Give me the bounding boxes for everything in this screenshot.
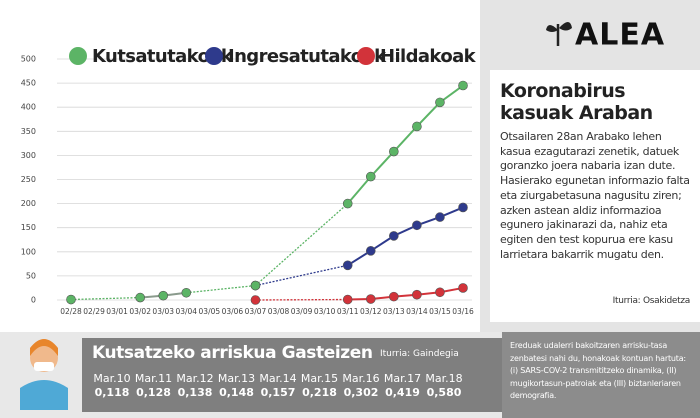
- data-point: [389, 231, 399, 241]
- x-tick-label: 03/05: [199, 307, 221, 316]
- x-tick-label: 03/06: [222, 307, 244, 316]
- legend-marker: [69, 47, 87, 65]
- data-point: [365, 171, 376, 182]
- legend-label: Ingresatutakoak: [228, 46, 387, 67]
- risk-date: Mar.16: [342, 372, 380, 385]
- data-point: [458, 80, 468, 91]
- risk-value: 0,118: [94, 386, 130, 399]
- data-point: [412, 121, 422, 132]
- y-tick-label: 0: [31, 296, 36, 305]
- data-point: [458, 283, 468, 293]
- data-point: [435, 287, 445, 298]
- risk-value: 0,580: [426, 386, 462, 399]
- series-line: [346, 84, 464, 205]
- x-tick-label: 03/11: [337, 307, 359, 316]
- risk-value: 0,138: [177, 386, 213, 399]
- sidebar-title: Koronabirus kasuak Araban: [500, 80, 653, 124]
- sidebar-source: Iturria: Osakidetza: [612, 296, 691, 306]
- x-tick-label: 03/04: [175, 307, 197, 316]
- risk-value: 0,157: [260, 386, 296, 399]
- risk-date: Mar.17: [383, 372, 422, 385]
- risk-date: Mar.14: [259, 372, 297, 385]
- y-tick-label: 200: [21, 199, 36, 208]
- x-tick-label: 02/29: [83, 307, 105, 316]
- x-tick-label: 03/16: [452, 307, 474, 316]
- y-tick-label: 350: [21, 127, 36, 136]
- y-tick-label: 250: [21, 175, 36, 184]
- y-tick-label: 500: [21, 55, 36, 64]
- data-point: [435, 97, 445, 108]
- data-point: [435, 212, 445, 222]
- data-point: [250, 295, 261, 305]
- risk-value: 0,148: [219, 386, 254, 399]
- risk-source: Iturria: Gaindegia: [380, 349, 459, 359]
- risk-value: 0,302: [343, 386, 379, 399]
- gap-connector: [255, 203, 349, 287]
- y-tick-label: 100: [21, 247, 36, 256]
- x-tick-label: 03/08: [268, 307, 290, 316]
- risk-value: 0,218: [302, 386, 337, 399]
- risk-value: 0,128: [136, 386, 171, 399]
- y-tick-label: 50: [26, 271, 36, 280]
- x-tick-label: 03/01: [106, 307, 128, 316]
- y-tick-label: 400: [21, 103, 36, 112]
- risk-date: Mar.13: [217, 372, 256, 385]
- data-point: [342, 260, 353, 271]
- series-line: [347, 206, 464, 267]
- logo: ALEA: [575, 18, 665, 53]
- note-box: [502, 332, 700, 418]
- y-tick-label: 150: [21, 223, 36, 232]
- risk-date: Mar.11: [134, 372, 173, 385]
- sidebar-body: Otsailaren 28an Arabako lehen kasua ezag…: [500, 130, 690, 261]
- x-tick-label: 03/15: [429, 307, 451, 316]
- data-point: [389, 291, 399, 302]
- risk-title: Kutsatzeko arriskua Gasteizen: [92, 343, 373, 363]
- x-tick-label: 03/10: [314, 307, 336, 316]
- data-point: [412, 220, 422, 231]
- legend-marker: [205, 47, 223, 65]
- data-point: [250, 280, 261, 291]
- x-tick-label: 03/09: [291, 307, 313, 316]
- x-tick-label: 02/28: [60, 307, 82, 316]
- data-point: [135, 292, 145, 303]
- data-point: [389, 146, 399, 157]
- x-tick-label: 03/12: [360, 307, 382, 316]
- x-tick-label: 03/02: [129, 307, 151, 316]
- data-point: [342, 198, 353, 209]
- risk-value: 0,419: [385, 386, 420, 399]
- legend-label: Hildakoak: [380, 46, 477, 67]
- gap-connector: [70, 296, 141, 301]
- y-tick-label: 300: [21, 151, 36, 160]
- data-point: [158, 290, 169, 301]
- data-point: [365, 246, 376, 256]
- x-tick-label: 03/13: [383, 307, 405, 316]
- series-line: [347, 286, 464, 301]
- risk-date: Mar.10: [93, 372, 131, 385]
- data-point: [365, 294, 376, 304]
- sidebar-panel: [490, 70, 700, 322]
- logo-icon: [546, 22, 572, 46]
- data-point: [342, 294, 353, 305]
- person-icon: [20, 339, 68, 410]
- data-point: [458, 202, 468, 213]
- risk-box: [82, 338, 502, 412]
- data-point: [66, 294, 76, 305]
- data-point: [412, 289, 422, 300]
- legend-label: Kutsatutakoak: [92, 46, 234, 67]
- risk-date: Mar.18: [425, 372, 463, 385]
- y-tick-label: 450: [21, 79, 36, 88]
- risk-date: Mar.15: [300, 372, 339, 385]
- gap-connector: [186, 284, 256, 294]
- legend-marker: [357, 47, 375, 65]
- data-point: [181, 287, 192, 298]
- x-tick-label: 03/03: [152, 307, 174, 316]
- risk-date: Mar.12: [176, 372, 214, 385]
- x-tick-label: 03/07: [245, 307, 267, 316]
- x-tick-label: 03/14: [406, 307, 428, 316]
- risk-note: Ereduak udalerri bakoitzaren arrisku-tas…: [510, 341, 686, 400]
- gap-connector: [255, 264, 348, 287]
